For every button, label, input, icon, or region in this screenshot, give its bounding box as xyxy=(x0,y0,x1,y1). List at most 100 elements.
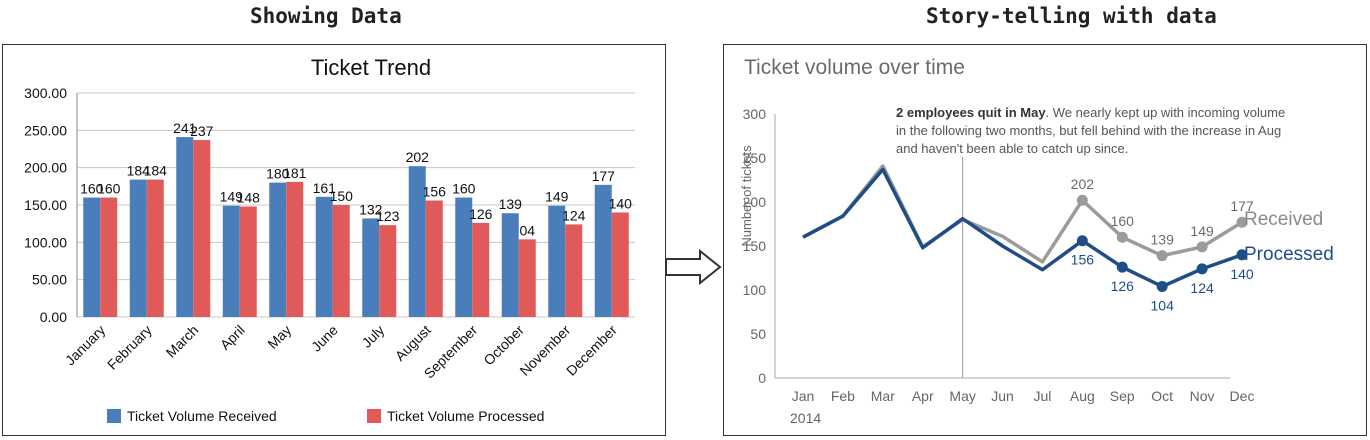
bar-y-tick-label: 50.00 xyxy=(32,272,67,288)
bar-data-label: 156 xyxy=(423,184,447,200)
bar-chart-panel: Ticket Trend 0.00 50.00 100.00 150.00 200.00 2… xyxy=(2,44,666,436)
bar-processed xyxy=(239,206,257,317)
line-y-tick-label: 300 xyxy=(743,106,767,122)
line-y-tick-label: 0 xyxy=(758,370,766,386)
bar-data-label: 149 xyxy=(545,189,569,205)
bar-processed xyxy=(425,200,443,317)
line-x-tick-label: Dec xyxy=(1230,388,1255,404)
line-chart-title: Ticket volume over time xyxy=(744,56,965,79)
annotation-text: . We nearly kept up with incoming volume xyxy=(1046,105,1286,120)
bar-y-tick-label: 250.00 xyxy=(24,122,67,138)
annotation-line-3: and haven't been able to catch up since. xyxy=(896,141,1128,156)
right-heading: Story-telling with data xyxy=(926,4,1217,28)
bar-data-label: 124 xyxy=(562,207,586,223)
bar-y-tick-label: 200.00 xyxy=(24,160,67,176)
processed-point xyxy=(1196,263,1208,275)
bar-data-label: 04 xyxy=(519,222,535,238)
bar-received xyxy=(315,196,333,317)
bar-x-tick-label: July xyxy=(358,322,387,351)
processed-point xyxy=(1236,249,1248,261)
line-y-tick-label: 50 xyxy=(750,326,766,342)
bar-processed xyxy=(472,222,490,317)
bar-data-label: 123 xyxy=(376,208,400,224)
processed-value-label: 140 xyxy=(1230,266,1254,282)
bar-x-tick-label: January xyxy=(62,322,109,369)
line-chart: Ticket volume over time 0 50 100 150 200 250 30… xyxy=(739,56,1334,426)
bar-processed xyxy=(100,197,118,317)
line-x-tick-label: Jan xyxy=(792,388,815,404)
received-point xyxy=(1196,241,1208,253)
bar-x-tick-label: October xyxy=(480,322,527,369)
bar-data-label: 180 xyxy=(266,166,290,182)
bar-data-label: 140 xyxy=(609,195,633,211)
bar-y-tick-label: 150.00 xyxy=(24,197,67,213)
received-value-label: 160 xyxy=(1111,213,1135,229)
bar-x-tick-label: May xyxy=(264,322,294,352)
bar-x-tick-label: August xyxy=(392,322,434,364)
line-y-tick-label: 250 xyxy=(743,150,767,166)
bar-processed xyxy=(146,179,164,317)
received-point xyxy=(1076,194,1088,206)
annotation-bold: 2 employees quit in May xyxy=(896,105,1046,120)
received-point xyxy=(1156,250,1168,262)
processed-value-label: 156 xyxy=(1071,252,1095,268)
bar-data-label: 149 xyxy=(220,189,244,205)
bar-received xyxy=(222,205,240,317)
bar-x-tick-label: June xyxy=(308,322,341,355)
bar-data-label: 202 xyxy=(406,149,430,165)
bar-y-tick-label: 300.00 xyxy=(24,85,67,101)
received-value-label: 177 xyxy=(1230,198,1254,214)
line-x-tick-label: Aug xyxy=(1070,388,1095,404)
bar-x-tick-label: March xyxy=(163,322,202,361)
received-value-label: 202 xyxy=(1071,176,1095,192)
bar-data-label: 241 xyxy=(173,120,197,136)
bar-y-tick-label: 100.00 xyxy=(24,234,67,250)
bar-received xyxy=(176,137,194,317)
received-value-label: 139 xyxy=(1151,232,1175,248)
legend-label: Ticket Volume Processed xyxy=(387,408,544,424)
bar-processed xyxy=(332,205,350,317)
bar-x-tick-label: April xyxy=(217,322,248,353)
line-x-tick-label: Nov xyxy=(1190,388,1215,404)
line-x-tick-label: May xyxy=(949,388,975,404)
line-x-tick-label: Sep xyxy=(1110,388,1135,404)
processed-value-label: 104 xyxy=(1151,297,1175,313)
bar-processed xyxy=(286,181,304,317)
bar-data-label: 126 xyxy=(469,206,493,222)
processed-value-label: 124 xyxy=(1190,280,1214,296)
bar-data-label: 177 xyxy=(592,168,616,184)
bar-data-label: 132 xyxy=(359,201,383,217)
line-chart-panel: Ticket volume over time 0 50 100 150 200 250 30… xyxy=(723,44,1367,436)
received-series-label: Received xyxy=(1244,209,1323,230)
received-value-label: 149 xyxy=(1190,223,1214,239)
line-x-tick-label: Jun xyxy=(991,388,1014,404)
bar-chart: Ticket Trend 0.00 50.00 100.00 150.00 200.00 2… xyxy=(24,55,635,424)
bar-data-label: 148 xyxy=(237,189,261,205)
bar-data-label: 237 xyxy=(190,123,214,139)
bar-chart-title: Ticket Trend xyxy=(311,55,431,80)
line-y-axis-label: Number of tickets xyxy=(739,145,754,247)
received-line xyxy=(802,164,1243,264)
bar-x-tick-label: December xyxy=(563,322,620,379)
bar-received xyxy=(269,182,287,317)
bar-processed xyxy=(379,225,397,317)
line-x-tick-label: Jul xyxy=(1034,388,1052,404)
arrow-right-icon xyxy=(665,248,722,286)
line-x-tick-label: Apr xyxy=(912,388,934,404)
processed-value-label: 126 xyxy=(1111,278,1135,294)
bar-data-label: 160 xyxy=(452,181,476,197)
legend-swatch xyxy=(107,409,121,423)
line-x-tick-label: Mar xyxy=(871,388,895,404)
bar-data-label: 161 xyxy=(313,180,337,196)
processed-point xyxy=(1076,235,1088,247)
bar-processed xyxy=(565,224,583,317)
bar-received xyxy=(455,197,473,317)
bar-received xyxy=(83,197,101,317)
line-y-tick-label: 150 xyxy=(743,238,767,254)
line-x-tick-label: Oct xyxy=(1151,388,1173,404)
left-heading: Showing Data xyxy=(250,4,402,28)
bar-received xyxy=(129,179,147,317)
annotation-line-1: 2 employees quit in May. We nearly kept … xyxy=(896,105,1285,120)
line-x-tick-label: Feb xyxy=(831,388,855,404)
annotation-line-2: in the following two months, but fell be… xyxy=(896,123,1281,138)
